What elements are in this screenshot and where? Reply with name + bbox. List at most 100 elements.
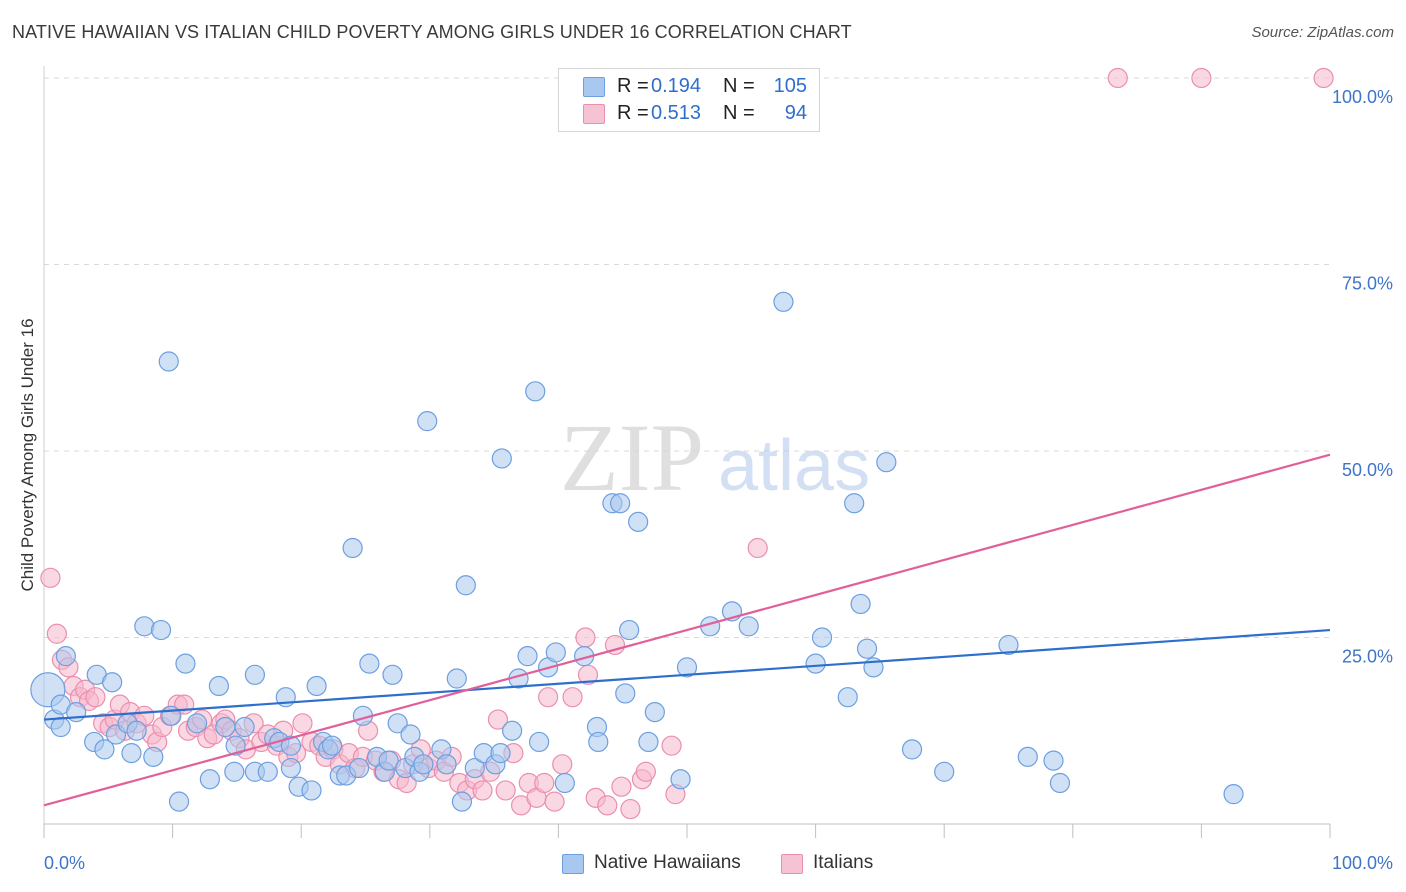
legend-swatch-blue bbox=[583, 77, 605, 97]
legend-n-label: N = bbox=[723, 75, 755, 97]
native-hawaiians-point bbox=[837, 687, 858, 708]
native-hawaiians-point bbox=[856, 638, 878, 659]
italians-point bbox=[1313, 67, 1334, 89]
italians-point bbox=[604, 634, 626, 656]
bottom-legend-label: Italians bbox=[813, 852, 874, 873]
native-hawaiians-point bbox=[417, 411, 438, 432]
native-hawaiians-point bbox=[102, 672, 123, 693]
italians-point bbox=[495, 780, 516, 801]
native-hawaiians-point bbox=[773, 291, 794, 312]
legend-n-value: 105 bbox=[773, 75, 807, 97]
native-hawaiians-point bbox=[676, 657, 698, 678]
legend-r-value: 0.194 bbox=[651, 75, 702, 97]
watermark-zip: ZIP bbox=[560, 404, 704, 511]
italians-point bbox=[1191, 67, 1212, 89]
native-hawaiians-point bbox=[150, 619, 172, 641]
legend-r-value: 0.513 bbox=[651, 102, 702, 124]
native-hawaiians-point bbox=[225, 735, 246, 756]
native-hawaiians-point bbox=[1017, 746, 1038, 767]
italians-point bbox=[552, 754, 573, 775]
native-hawaiians-point bbox=[529, 731, 550, 753]
italians-point bbox=[487, 709, 509, 730]
native-hawaiians-point bbox=[844, 493, 865, 514]
y-tick-label: 25.0% bbox=[1342, 647, 1393, 667]
y-axis-label: Child Poverty Among Girls Under 16 bbox=[18, 318, 37, 592]
native-hawaiians-point bbox=[306, 675, 327, 697]
native-hawaiians-point bbox=[50, 716, 71, 738]
native-hawaiians-point bbox=[738, 616, 759, 637]
gridlines bbox=[44, 77, 1330, 638]
bottom-legend-swatch-blue bbox=[562, 854, 584, 874]
native-hawaiians-point bbox=[413, 754, 434, 775]
native-hawaiians-point bbox=[359, 653, 380, 674]
trend-lines bbox=[43, 453, 1331, 807]
bottom-legend-label: Native Hawaiians bbox=[594, 852, 741, 873]
native-hawaiians-point bbox=[215, 716, 236, 738]
native-hawaiians-point bbox=[382, 664, 403, 685]
native-hawaiians-point bbox=[934, 761, 955, 782]
native-hawaiians-point bbox=[876, 452, 897, 473]
legend-n-label: N = bbox=[723, 102, 755, 124]
native-hawaiians-point bbox=[670, 769, 691, 790]
native-hawaiians-point bbox=[517, 646, 538, 667]
native-hawaiians-point bbox=[525, 381, 546, 402]
italians-trend-line bbox=[43, 453, 1331, 807]
watermark-atlas: atlas bbox=[718, 426, 870, 506]
native-hawaiians-point bbox=[1043, 750, 1064, 771]
native-hawaiians-point bbox=[280, 757, 302, 779]
italians-point bbox=[747, 537, 768, 559]
native-hawaiians-point bbox=[199, 769, 220, 790]
native-hawaiians-point bbox=[168, 791, 190, 812]
native-hawaiians-point bbox=[638, 731, 659, 753]
x-tick-label: 0.0% bbox=[44, 853, 85, 873]
italians-point bbox=[292, 713, 313, 734]
italians-point bbox=[635, 761, 656, 782]
native-hawaiians-point bbox=[121, 743, 142, 764]
native-hawaiians-point bbox=[628, 511, 649, 532]
native-hawaiians-point bbox=[224, 761, 245, 782]
italians-point bbox=[597, 795, 618, 816]
native-hawaiians-point bbox=[464, 757, 485, 779]
y-tick-label: 50.0% bbox=[1342, 460, 1393, 480]
legend-r-label: R = bbox=[617, 102, 649, 124]
native-hawaiians-point bbox=[387, 713, 408, 734]
native-hawaiians-point bbox=[400, 724, 421, 745]
italians-point bbox=[85, 687, 106, 708]
native-hawaiians-point bbox=[234, 716, 255, 738]
native-hawaiians-point bbox=[451, 791, 473, 812]
native-hawaiians-point bbox=[1049, 772, 1071, 794]
native-hawaiians-point bbox=[55, 646, 76, 667]
native-hawaiians-point bbox=[811, 627, 833, 648]
italians-point bbox=[472, 780, 493, 801]
native-hawaiians-point bbox=[301, 780, 322, 801]
native-hawaiians-point bbox=[378, 750, 399, 771]
bottom-legend-swatch-pink bbox=[781, 854, 803, 874]
native-hawaiians-point bbox=[94, 739, 115, 760]
native-hawaiians-point bbox=[490, 743, 511, 764]
native-hawaiians-point bbox=[175, 653, 196, 674]
native-hawaiians-point bbox=[280, 735, 302, 756]
native-hawaiians-points bbox=[30, 291, 1244, 812]
native-hawaiians-point bbox=[134, 616, 155, 637]
native-hawaiians-point bbox=[588, 731, 609, 753]
italians-point bbox=[46, 623, 67, 644]
native-hawaiians-point bbox=[610, 493, 631, 514]
italians-point bbox=[534, 772, 555, 794]
chart-title: NATIVE HAWAIIAN VS ITALIAN CHILD POVERTY… bbox=[12, 22, 852, 42]
watermark: ZIP atlas bbox=[560, 404, 870, 511]
native-hawaiians-point bbox=[998, 634, 1019, 656]
native-hawaiians-point bbox=[348, 757, 370, 779]
native-hawaiians-point bbox=[321, 735, 343, 756]
native-hawaiians-point bbox=[491, 448, 512, 469]
native-hawaiians-point bbox=[158, 351, 179, 372]
native-hawaiians-point bbox=[1223, 784, 1244, 805]
italians-point bbox=[620, 798, 641, 820]
native-hawaiians-point bbox=[257, 761, 278, 782]
native-hawaiians-point bbox=[244, 664, 266, 685]
italians-point bbox=[562, 687, 583, 708]
native-hawaiians-point bbox=[126, 720, 147, 741]
native-hawaiians-point bbox=[186, 713, 208, 734]
native-hawaiians-point bbox=[554, 772, 575, 794]
tick-labels: 100.0% 75.0% 50.0% 25.0% 0.0% 100.0% bbox=[44, 87, 1393, 873]
native-hawaiians-point bbox=[208, 675, 229, 697]
